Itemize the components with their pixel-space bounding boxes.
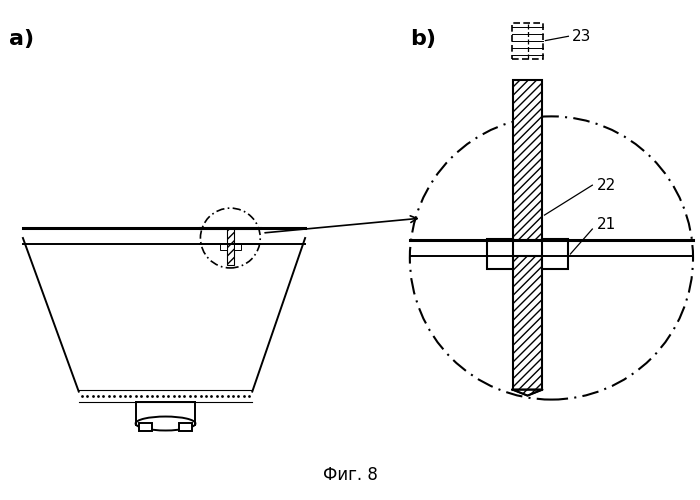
Bar <box>512 256 542 390</box>
Bar <box>139 422 152 432</box>
Bar <box>179 422 193 432</box>
Bar <box>220 244 227 250</box>
Bar <box>486 239 512 269</box>
Text: 23: 23 <box>571 30 591 44</box>
Text: Фиг. 8: Фиг. 8 <box>323 466 377 484</box>
Bar <box>234 244 241 250</box>
Text: a): a) <box>9 28 34 48</box>
Bar <box>227 228 234 265</box>
Polygon shape <box>512 390 542 396</box>
Bar <box>512 22 543 59</box>
Bar <box>542 239 568 269</box>
Polygon shape <box>512 390 542 396</box>
Bar <box>512 80 542 240</box>
Text: 22: 22 <box>597 178 617 192</box>
Text: b): b) <box>410 28 436 48</box>
Text: 21: 21 <box>597 216 617 232</box>
